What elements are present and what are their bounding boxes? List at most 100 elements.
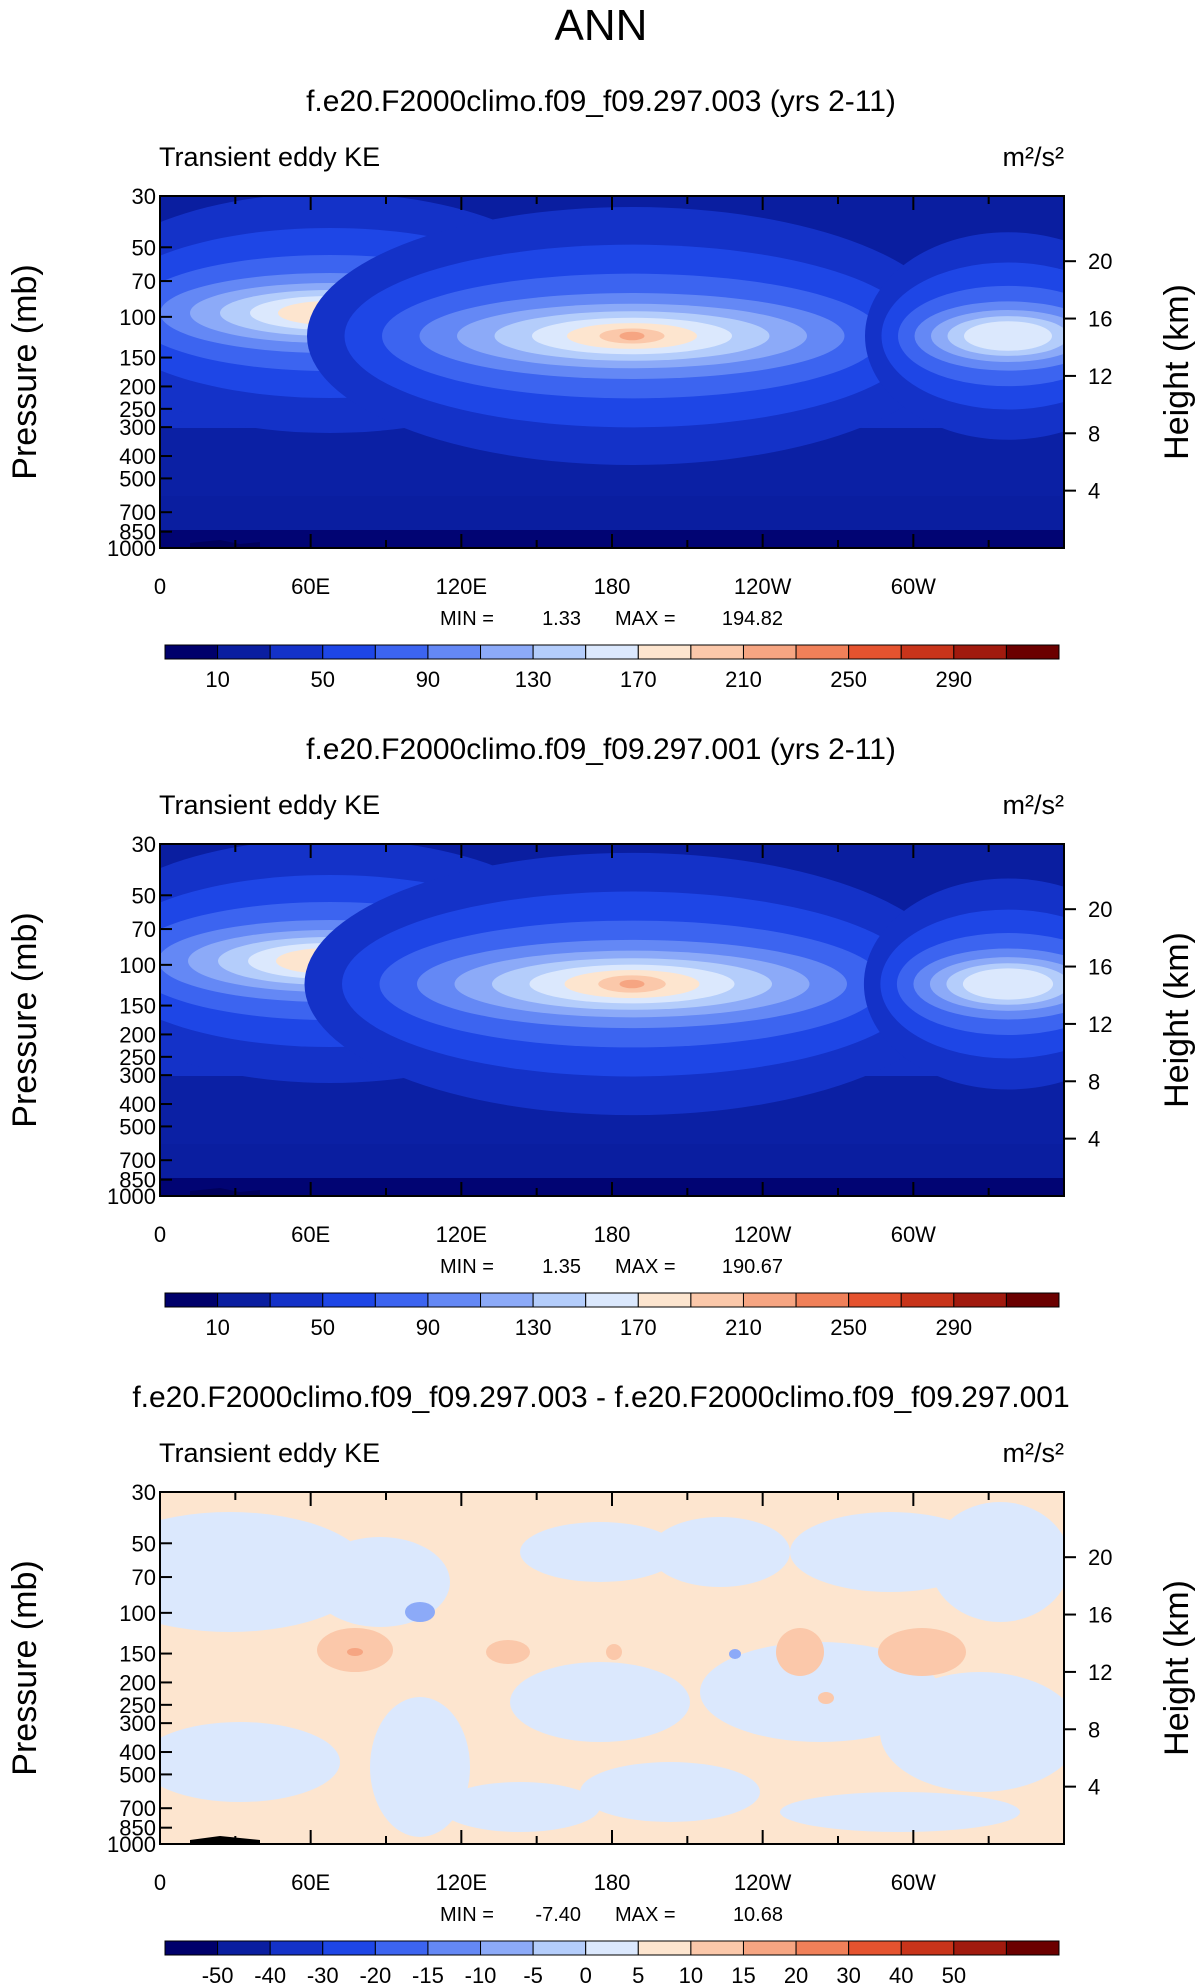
x-tick-label: 180 xyxy=(594,574,631,599)
colorbar-swatch xyxy=(374,644,429,660)
y-tick-label: 700 xyxy=(119,500,156,525)
colorbar-swatch xyxy=(1005,644,1060,660)
panel-3-plot-area xyxy=(160,1492,1064,1844)
colorbar-swatch xyxy=(953,644,1007,660)
colorbar-swatch xyxy=(637,1292,692,1308)
colorbar-swatch xyxy=(322,1940,376,1956)
colorbar-label: 0 xyxy=(580,1963,592,1987)
colorbar-swatch xyxy=(795,1292,850,1308)
y-tick-label: 500 xyxy=(119,1762,156,1787)
colorbar-label: 10 xyxy=(205,1315,229,1340)
panel-1-right-axis-label: Height (km) xyxy=(1158,284,1196,460)
colorbar-swatch xyxy=(585,1940,639,1956)
panel-1-min-label: MIN = xyxy=(440,608,494,630)
colorbar-swatch xyxy=(164,1292,219,1308)
panel-2-right-axis-label: Height (km) xyxy=(1158,932,1196,1108)
panel-3-title: f.e20.F2000climo.f09_f09.297.003 - f.e20… xyxy=(132,1381,1069,1414)
panel-2-min-value: 1.35 xyxy=(542,1256,581,1278)
y-tick-label: 700 xyxy=(119,1148,156,1173)
y-tick-label: 70 xyxy=(132,269,156,294)
panel-1-max-value: 194.82 xyxy=(722,608,783,630)
colorbar-label: 290 xyxy=(935,1315,972,1340)
colorbar-swatch xyxy=(217,1940,271,1956)
x-tick-label: 120E xyxy=(436,574,487,599)
panel-2-plot-area xyxy=(160,844,1064,1196)
y-tick-label: 50 xyxy=(132,883,156,908)
colorbar-swatch xyxy=(269,644,324,660)
y-tick-label: 700 xyxy=(119,1796,156,1821)
right-tick-label: 4 xyxy=(1088,1127,1100,1152)
colorbar-swatch xyxy=(742,1292,797,1308)
right-tick-label: 16 xyxy=(1088,955,1112,980)
colorbar-swatch xyxy=(427,644,482,660)
negative-anomaly xyxy=(520,1522,680,1582)
right-tick-label: 8 xyxy=(1088,1717,1100,1742)
colorbar-swatch xyxy=(637,1940,692,1956)
colorbar-label: -10 xyxy=(465,1963,497,1987)
colorbar-label: 50 xyxy=(311,1315,335,1340)
colorbar-swatch xyxy=(322,644,376,660)
y-tick-label: 200 xyxy=(119,1670,156,1695)
colorbar-swatch xyxy=(1005,1940,1060,1956)
colorbar-swatch xyxy=(848,644,902,660)
colorbar-label: 290 xyxy=(935,667,972,692)
x-tick-label: 60E xyxy=(291,1870,330,1895)
panel-3-min-label: MIN = xyxy=(440,1904,494,1926)
y-tick-label: 50 xyxy=(132,1531,156,1556)
positive-anomaly xyxy=(878,1628,966,1676)
colorbar-swatch xyxy=(848,1940,902,1956)
panel-3: f.e20.F2000climo.f09_f09.297.003 - f.e20… xyxy=(6,1381,1196,1987)
right-tick-label: 20 xyxy=(1088,1545,1112,1570)
colorbar-label: 130 xyxy=(515,667,552,692)
colorbar-swatch xyxy=(164,1940,219,1956)
negative-anomaly xyxy=(510,1662,690,1742)
colorbar-label: 250 xyxy=(830,1315,867,1340)
colorbar-label: 170 xyxy=(620,667,657,692)
negative-anomaly xyxy=(160,1722,340,1802)
panel-2-units: m²/s² xyxy=(1003,790,1064,820)
colorbar-swatch xyxy=(690,644,744,660)
positive-anomaly-strong xyxy=(347,1648,363,1656)
panel-2-min-label: MIN = xyxy=(440,1256,494,1278)
x-tick-label: 60W xyxy=(891,574,936,599)
colorbar-label: 130 xyxy=(515,1315,552,1340)
right-tick-label: 8 xyxy=(1088,421,1100,446)
y-tick-label: 400 xyxy=(119,1092,156,1117)
colorbar-swatch xyxy=(217,1292,271,1308)
panel-2-y-axis-label: Pressure (mb) xyxy=(6,912,44,1127)
positive-anomaly xyxy=(818,1692,834,1704)
x-tick-label: 120W xyxy=(734,1222,792,1247)
x-tick-label: 60W xyxy=(891,1222,936,1247)
y-tick-label: 150 xyxy=(119,994,156,1019)
colorbar-label: -15 xyxy=(412,1963,444,1987)
y-tick-label: 70 xyxy=(132,1565,156,1590)
right-tick-label: 12 xyxy=(1088,1012,1112,1037)
x-tick-label: 180 xyxy=(594,1870,631,1895)
y-tick-label: 1000 xyxy=(107,1832,156,1857)
negative-anomaly xyxy=(880,1672,1064,1792)
panel-3-y-axis-label: Pressure (mb) xyxy=(6,1560,44,1775)
colorbar-swatch xyxy=(795,644,850,660)
jet-contour xyxy=(619,331,645,341)
right-tick-label: 20 xyxy=(1088,897,1112,922)
colorbar-label: 50 xyxy=(942,1963,966,1987)
colorbar-swatch xyxy=(585,1292,639,1308)
right-tick-label: 16 xyxy=(1088,1603,1112,1628)
colorbar-swatch xyxy=(953,1292,1007,1308)
colorbar-label: 210 xyxy=(725,1315,762,1340)
colorbar-label: 30 xyxy=(836,1963,860,1987)
y-tick-label: 1000 xyxy=(107,536,156,561)
panel-1-y-axis-label: Pressure (mb) xyxy=(6,264,44,479)
negative-anomaly xyxy=(700,1642,940,1742)
x-tick-label: 60E xyxy=(291,1222,330,1247)
colorbar-label: 170 xyxy=(620,1315,657,1340)
panel-3-units: m²/s² xyxy=(1003,1438,1064,1468)
colorbar-swatch xyxy=(480,1292,534,1308)
colorbar-swatch xyxy=(795,1940,850,1956)
y-tick-label: 30 xyxy=(132,832,156,857)
positive-anomaly xyxy=(606,1644,622,1660)
colorbar-label: 210 xyxy=(725,667,762,692)
colorbar-label: -50 xyxy=(202,1963,234,1987)
jet-contour xyxy=(964,321,1052,351)
colorbar-label: 5 xyxy=(632,1963,644,1987)
